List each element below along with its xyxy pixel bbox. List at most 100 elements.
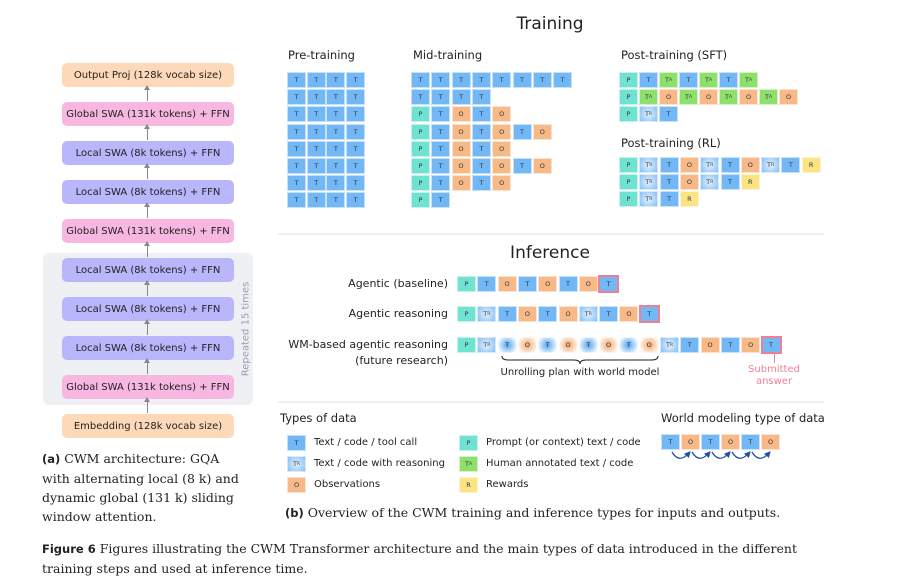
token-o: O xyxy=(740,157,760,173)
token-t: T xyxy=(431,123,451,140)
arrow-up-icon xyxy=(144,241,150,257)
caption-tag: (a) xyxy=(42,452,61,466)
token-t: T xyxy=(497,306,517,322)
token-o: O xyxy=(761,434,780,450)
layer-local: Local SWA (8k tokens) + FFN xyxy=(62,336,234,360)
layer-proj: Embedding (128k vocab size) xyxy=(62,414,234,438)
submitted-label: Submitted answer xyxy=(748,364,800,388)
token-t: T xyxy=(512,72,532,88)
caption-line: window attention. xyxy=(42,509,157,524)
token-t: T xyxy=(346,72,366,88)
pre-training-title: Pre-training xyxy=(288,48,355,62)
token-t: T xyxy=(326,158,346,174)
submitted-arrow-icon xyxy=(774,354,775,363)
token-t: T xyxy=(512,123,532,140)
caption-line: dynamic global (131 k) sliding xyxy=(42,490,234,505)
token-t: T xyxy=(517,276,537,292)
token-p: P xyxy=(457,276,476,292)
token-t: T xyxy=(326,72,346,88)
token-t: T xyxy=(287,72,306,88)
token-t: T xyxy=(638,305,660,323)
legend-label: Prompt (or context) text / code xyxy=(486,437,641,448)
token-t: T xyxy=(346,158,366,174)
token-r: R xyxy=(459,477,478,493)
token-t: T xyxy=(306,175,326,192)
token-t: T xyxy=(701,434,720,450)
token-t: T xyxy=(287,175,306,192)
token-t: T xyxy=(411,89,430,106)
token-t: T xyxy=(760,336,782,354)
token-o: O xyxy=(497,276,517,292)
caption-line: training steps and used at inference tim… xyxy=(42,561,308,576)
token-o: O xyxy=(558,337,578,353)
token-o: O xyxy=(451,175,471,192)
mid-training-title: Mid-training xyxy=(413,48,483,62)
token-t: T xyxy=(306,123,326,140)
layer-local: Local SWA (8k tokens) + FFN xyxy=(62,258,234,282)
token-p: P xyxy=(411,158,430,174)
token-t: T xyxy=(326,89,346,106)
token-t: T xyxy=(306,106,326,123)
token-t: T xyxy=(431,175,451,192)
token-t: T xyxy=(287,140,306,157)
divider xyxy=(278,401,824,403)
token-t: T xyxy=(720,157,740,173)
token-t: T xyxy=(411,72,430,88)
token-t: T xyxy=(659,106,678,123)
layer-global: Global SWA (131k tokens) + FFN xyxy=(62,102,234,126)
token-p: P xyxy=(411,123,430,140)
arrow-up-icon xyxy=(144,397,150,413)
token-r: R xyxy=(679,191,699,208)
token-p: P xyxy=(619,72,638,88)
token-t: T xyxy=(619,337,639,353)
token-o: O xyxy=(492,175,512,192)
token-t: T xyxy=(287,89,306,106)
layer-local: Local SWA (8k tokens) + FFN xyxy=(62,297,234,321)
token-t: T xyxy=(346,106,366,123)
token-o: O xyxy=(517,337,537,353)
token-t: T xyxy=(326,140,346,157)
figure-tag: Figure 6 xyxy=(42,542,96,556)
token-o: O xyxy=(532,123,552,140)
arrow-up-icon xyxy=(144,163,150,179)
layer-local: Local SWA (8k tokens) + FFN xyxy=(62,180,234,204)
token-t: T xyxy=(598,275,620,293)
token-o: O xyxy=(451,140,471,157)
layer-local: Local SWA (8k tokens) + FFN xyxy=(62,141,234,165)
token-t: T xyxy=(431,192,451,209)
token-t: T xyxy=(680,337,700,353)
token-o: O xyxy=(287,477,306,493)
panel-a-caption: (a) CWM architecture: GQA with alternati… xyxy=(42,449,239,526)
token-t: T xyxy=(306,72,326,88)
token-t: T xyxy=(346,192,366,209)
token-o: O xyxy=(681,434,700,450)
token-o: O xyxy=(639,337,659,353)
legend-label: Human annotated text / code xyxy=(486,458,634,469)
token-p: P xyxy=(411,192,430,209)
token-t: T xyxy=(287,435,306,451)
token-t: T xyxy=(599,306,619,322)
token-t: T xyxy=(471,158,491,174)
token-t: T xyxy=(497,337,517,353)
token-t: T xyxy=(477,276,497,292)
token-t: T xyxy=(346,89,366,106)
token-t: T xyxy=(287,123,306,140)
token-p: P xyxy=(457,337,476,353)
token-o: O xyxy=(532,158,552,174)
token-t: T xyxy=(287,158,306,174)
arrow-up-icon xyxy=(144,124,150,140)
token-t: T xyxy=(431,158,451,174)
arrow-up-icon xyxy=(144,280,150,296)
